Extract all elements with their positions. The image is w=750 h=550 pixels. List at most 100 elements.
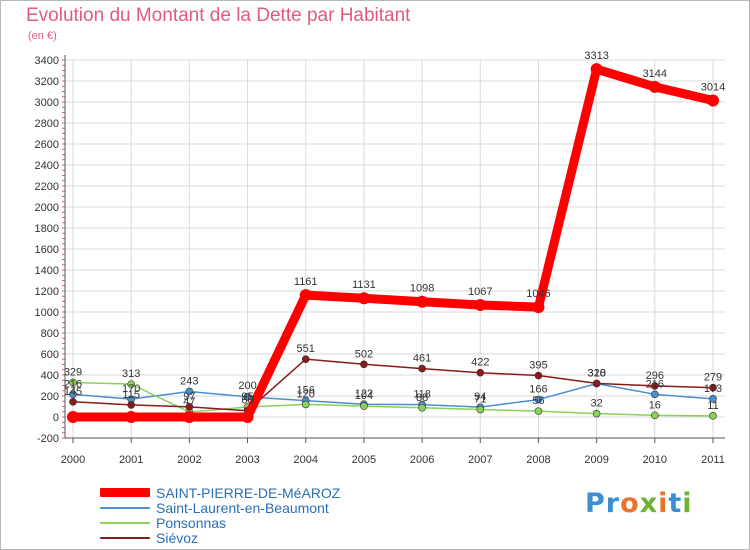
data-label: 94 (474, 391, 486, 403)
y-tick-label: 3000 (35, 97, 59, 109)
data-point (476, 405, 485, 414)
y-tick-label: 1200 (35, 286, 59, 298)
data-label: 216 (646, 378, 664, 390)
data-label: 395 (529, 360, 547, 372)
data-point (360, 360, 368, 369)
data-point (476, 368, 485, 377)
legend-label: Ponsonnas (156, 514, 227, 531)
chart-title: Evolution du Montant de la Dette par Hab… (26, 5, 411, 26)
data-point (592, 409, 601, 418)
x-tick-label: 2009 (584, 454, 608, 466)
data-label: 56 (532, 395, 544, 407)
data-label: 3313 (584, 50, 608, 62)
x-tick-label: 2011 (701, 454, 725, 466)
data-point (301, 400, 310, 409)
y-tick-label: 200 (41, 391, 59, 403)
data-label: 502 (355, 348, 373, 360)
x-tick-label: 2001 (119, 454, 143, 466)
data-label: 1046 (526, 288, 550, 300)
data-point (127, 401, 135, 409)
series-line (72, 358, 714, 412)
data-point (69, 397, 77, 406)
legend-swatch (100, 506, 150, 509)
data-label: 60 (241, 395, 253, 407)
data-label: 95 (241, 391, 253, 403)
data-point (532, 301, 545, 314)
data-label: 32 (591, 398, 603, 410)
legend-label: Saint-Laurent-en-Beaumont (156, 499, 329, 516)
data-point (590, 63, 603, 76)
data-label: 115 (122, 389, 140, 401)
x-tick-label: 2005 (352, 454, 376, 466)
data-point (125, 411, 138, 423)
data-label: 243 (180, 375, 198, 387)
data-point (299, 289, 312, 302)
data-point (709, 412, 717, 420)
data-point (185, 403, 194, 411)
legend-label: Siévoz (156, 529, 199, 546)
data-label: 120 (297, 388, 315, 400)
y-tick-label: 1400 (35, 265, 59, 277)
data-point (709, 383, 717, 392)
data-label: 279 (704, 372, 722, 384)
logo-letter: r (605, 488, 621, 519)
data-point (534, 407, 543, 415)
y-tick-label: 2800 (35, 118, 59, 130)
x-tick-label: 2002 (177, 454, 201, 466)
x-tick-label: 2007 (468, 454, 492, 466)
data-point (69, 378, 77, 387)
data-point (651, 390, 659, 399)
data-label: 156 (297, 385, 315, 397)
data-point (418, 364, 426, 373)
data-point (357, 292, 370, 305)
data-point (648, 80, 661, 93)
data-label: 329 (64, 366, 82, 378)
y-tick-label: 1000 (35, 307, 59, 319)
legend-item: Saint-Laurent-en-Beaumont (100, 499, 340, 516)
y-tick-label: 2000 (35, 202, 59, 214)
y-tick-label: 400 (41, 370, 59, 382)
legend-item: SAINT-PIERRE-DE-MéAROZ (100, 485, 340, 501)
data-point (416, 295, 429, 308)
data-label: 200 (238, 380, 256, 392)
logo-letter: x (639, 488, 659, 519)
logo-letter: o (620, 488, 640, 519)
proxiti-logo: Proxiti (585, 488, 693, 519)
series-line (72, 382, 714, 408)
x-tick-label: 2010 (643, 454, 667, 466)
series-line (72, 381, 714, 417)
data-label: 11 (707, 400, 718, 412)
data-label: 296 (646, 370, 664, 382)
x-tick-label: 2008 (526, 454, 550, 466)
y-tick-label: 800 (41, 328, 59, 340)
data-label: 118 (413, 389, 431, 401)
data-label: 3014 (701, 82, 725, 94)
data-label: 318 (587, 368, 605, 380)
data-point (534, 395, 543, 404)
logo-letter: i (658, 488, 669, 519)
y-tick-label: 0 (53, 412, 59, 424)
data-point (127, 380, 135, 388)
data-label: 1161 (294, 276, 318, 288)
y-tick-label: 2600 (35, 139, 59, 151)
data-label: 320 (587, 367, 605, 379)
y-tick-label: 3200 (35, 76, 59, 88)
data-label: 461 (413, 353, 431, 365)
data-label: 1131 (352, 279, 376, 291)
data-point (241, 411, 254, 423)
y-tick-label: 600 (41, 349, 59, 361)
data-label: 173 (704, 383, 722, 395)
data-point (592, 379, 601, 388)
data-label: 422 (471, 357, 489, 369)
data-label: 170 (122, 383, 140, 395)
data-point (418, 403, 426, 412)
legend-swatch (100, 521, 150, 524)
y-tick-label: 3400 (35, 55, 59, 67)
y-tick-label: -200 (37, 433, 59, 445)
y-tick-label: 1800 (35, 223, 59, 235)
data-label: 88 (416, 392, 428, 404)
x-tick-label: 2003 (235, 454, 259, 466)
y-tick-label: 2400 (35, 160, 59, 172)
y-tick-label: 1600 (35, 244, 59, 256)
